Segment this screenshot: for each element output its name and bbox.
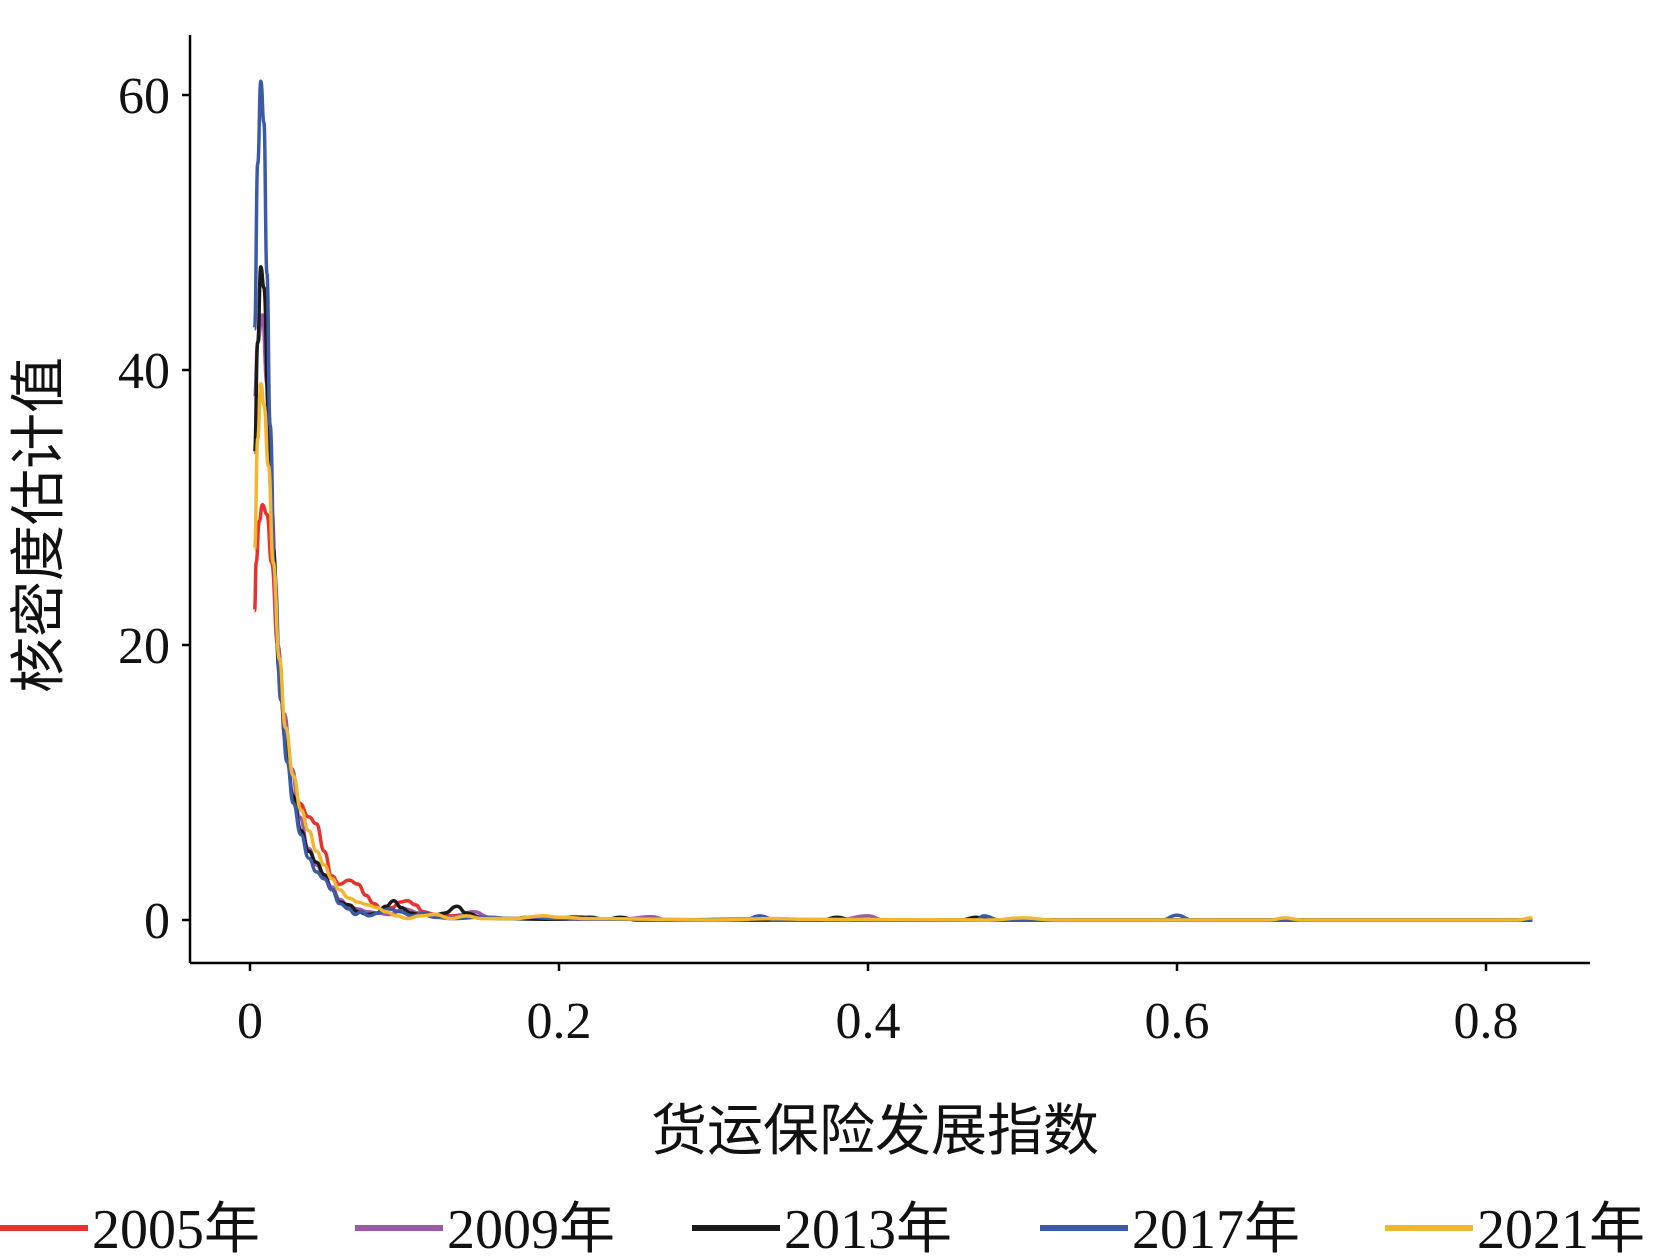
legend-label-3: 2017年: [1132, 1199, 1300, 1256]
x-tick-label: 0: [237, 993, 263, 1050]
series-line-1: [252, 313, 1533, 922]
legend-label-0: 2005年: [92, 1199, 260, 1256]
legend-label-4: 2021年: [1477, 1199, 1645, 1256]
x-tick-label: 0.2: [527, 993, 592, 1050]
legend-label-2: 2013年: [784, 1199, 952, 1256]
series-line-4: [252, 382, 1533, 922]
series-line-3: [252, 79, 1533, 922]
tick-labels: 0 20 40 60 0 0.2 0.4 0.6 0.8: [118, 68, 1519, 1050]
y-tick-label: 40: [118, 343, 170, 400]
y-tick-label: 20: [118, 618, 170, 675]
y-tick-label: 0: [144, 893, 170, 950]
x-tick-label: 0.8: [1454, 993, 1519, 1050]
x-axis-title: 货运保险发展指数: [651, 1099, 1099, 1164]
series-lines: [252, 79, 1533, 922]
x-tick-label: 0.4: [836, 993, 901, 1050]
y-tick-label: 60: [118, 68, 170, 125]
series-line-2: [252, 265, 1533, 922]
axes: [182, 35, 1590, 971]
legend: 2005年 2009年 2013年 2017年 2021年: [0, 1199, 1645, 1256]
series-line-0: [252, 503, 1533, 922]
legend-label-1: 2009年: [447, 1199, 615, 1256]
x-tick-label: 0.6: [1145, 993, 1210, 1050]
y-axis-title: 核密度估计值: [7, 357, 72, 693]
